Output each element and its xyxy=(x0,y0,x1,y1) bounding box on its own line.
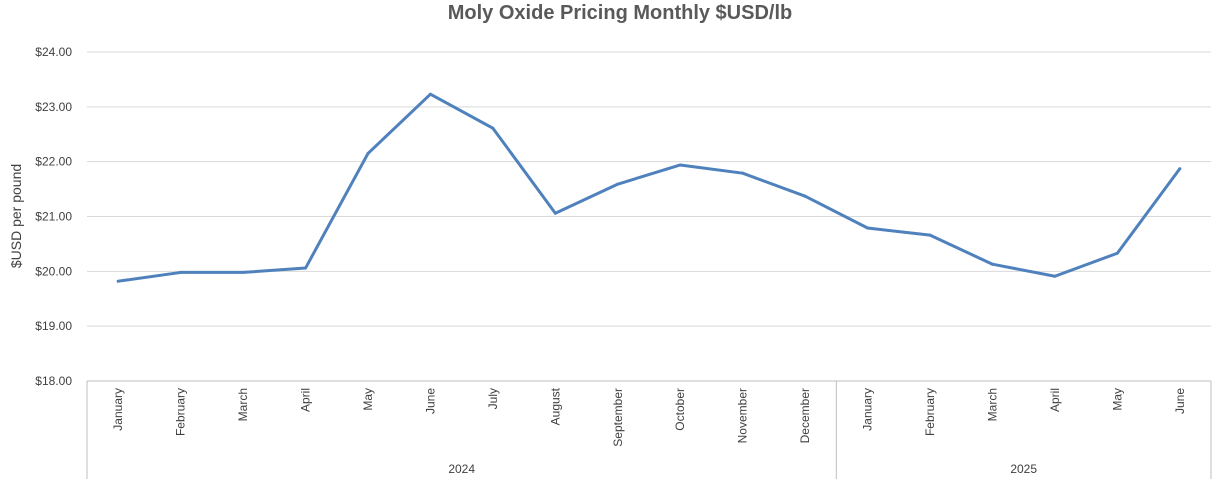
series-layer xyxy=(116,92,1182,283)
y-tick-label: $21.00 xyxy=(35,210,72,224)
series-line xyxy=(116,92,1182,283)
x-tick-label: March xyxy=(236,388,250,421)
x-tick-label: April xyxy=(299,388,313,412)
data-point xyxy=(990,262,994,266)
data-point xyxy=(616,182,620,186)
data-point xyxy=(179,270,183,274)
data-point xyxy=(241,270,245,274)
y-tick-label: $19.00 xyxy=(35,319,72,333)
data-point xyxy=(928,233,932,237)
x-tick-label: July xyxy=(486,388,500,409)
x-tick-label: June xyxy=(423,388,437,414)
x-tick-label: September xyxy=(611,388,625,447)
x-tick-label: December xyxy=(798,388,812,443)
x-tick-label: June xyxy=(1173,388,1187,414)
y-tick-label: $20.00 xyxy=(35,264,72,278)
x-tick-label: March xyxy=(985,388,999,421)
x-tick-label: May xyxy=(361,388,375,411)
y-axis-ticks: $18.00 $19.00 $20.00 $21.00 $22.00 $23.00 $24.… xyxy=(35,45,72,388)
gridlines xyxy=(87,51,1211,382)
x-tick-label: January xyxy=(861,388,875,431)
x-tick-label: August xyxy=(548,387,562,425)
y-tick-label: $18.00 xyxy=(35,374,72,388)
data-point xyxy=(1178,167,1182,171)
x-tick-label: February xyxy=(923,388,937,436)
data-point xyxy=(491,126,495,130)
data-point xyxy=(1053,274,1057,278)
data-point xyxy=(116,279,120,283)
data-point xyxy=(741,171,745,175)
x-axis: January February March April May June July Augu… xyxy=(86,380,1212,479)
data-point xyxy=(553,211,557,215)
y-tick-label: $24.00 xyxy=(35,45,72,59)
data-point xyxy=(803,194,807,198)
chart-title: Moly Oxide Pricing Monthly $USD/lb xyxy=(448,2,792,24)
y-axis-label: $USD per pound xyxy=(8,164,24,268)
x-tick-label: April xyxy=(1048,388,1062,412)
x-tick-label: October xyxy=(673,388,687,431)
data-point xyxy=(366,151,370,155)
x-tick-label: May xyxy=(1110,388,1124,411)
year-group-label: 2024 xyxy=(448,462,475,476)
data-point xyxy=(678,163,682,167)
year-group-label: 2025 xyxy=(1010,462,1037,476)
x-tick-label: February xyxy=(174,388,188,436)
y-tick-label: $22.00 xyxy=(35,155,72,169)
x-tick-label: January xyxy=(111,388,125,431)
data-point xyxy=(866,226,870,230)
data-point xyxy=(1115,251,1119,255)
x-tick-label: November xyxy=(736,388,750,443)
y-tick-label: $23.00 xyxy=(35,100,72,114)
data-point xyxy=(428,92,432,96)
data-point xyxy=(304,266,308,270)
